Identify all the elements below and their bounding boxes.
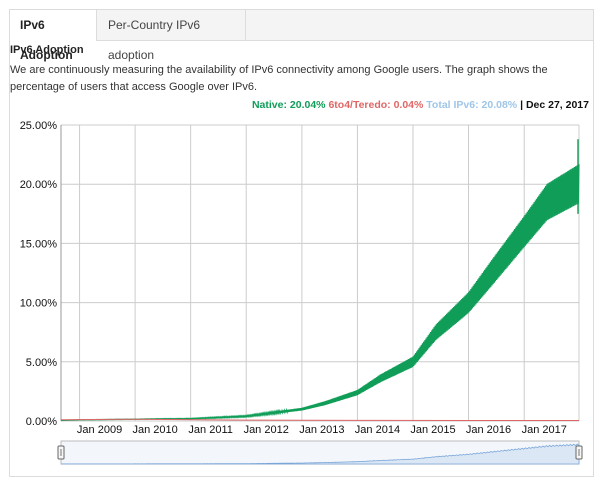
legend-6to4: 6to4/Teredo: 0.04% xyxy=(328,99,424,111)
tab-ipv6-adoption[interactable]: IPv6 Adoption xyxy=(10,10,97,62)
y-tick-label: 20.00% xyxy=(20,179,58,191)
x-tick-label: Jan 2009 xyxy=(77,424,122,436)
description-text: We are continuously measuring the availa… xyxy=(10,64,548,93)
section-title: IPv6 Adoption xyxy=(10,44,84,56)
x-tick-label: Jan 2016 xyxy=(466,424,511,436)
x-tick-label: Jan 2013 xyxy=(299,424,344,436)
y-tick-label: 10.00% xyxy=(20,298,58,310)
y-tick-label: 15.00% xyxy=(20,238,58,250)
y-tick-label: 0.00% xyxy=(26,416,57,428)
sixto4-series-line xyxy=(60,418,579,421)
chart-grid xyxy=(61,124,579,422)
tab-bar: IPv6 Adoption Per-Country IPv6 adoption xyxy=(10,10,593,62)
x-tick-label: Jan 2015 xyxy=(410,424,455,436)
legend-separator: | xyxy=(520,99,524,111)
x-tick-label: Jan 2012 xyxy=(244,424,289,436)
chart-legend: Native: 20.04% 6to4/Teredo: 0.04% Total … xyxy=(252,99,589,111)
legend-date: Dec 27, 2017 xyxy=(525,99,589,111)
y-tick-label: 25.00% xyxy=(20,120,58,132)
x-tick-label: Jan 2010 xyxy=(132,424,177,436)
legend-total: Total IPv6: 20.08% xyxy=(426,99,518,111)
x-tick-label: Jan 2017 xyxy=(522,424,567,436)
tab-per-country[interactable]: Per-Country IPv6 adoption xyxy=(98,10,246,62)
range-selector-preview xyxy=(60,443,580,465)
native-series-line xyxy=(60,164,580,422)
x-tick-label: Jan 2011 xyxy=(188,424,232,436)
y-tick-label: 5.00% xyxy=(26,357,57,369)
x-tick-label: Jan 2014 xyxy=(355,424,400,436)
legend-native: Native: 20.04% xyxy=(251,99,326,111)
